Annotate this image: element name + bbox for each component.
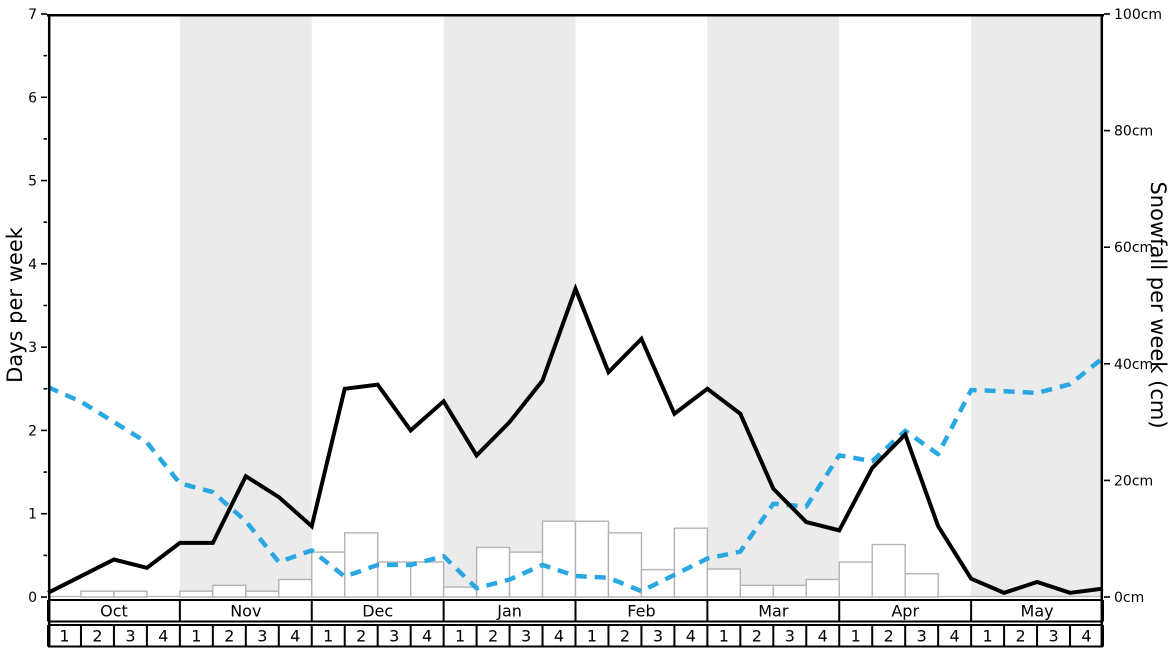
snowfall-bar xyxy=(409,561,445,598)
weekly-snowfall-bars xyxy=(80,520,939,598)
x-axis-table: Oct 1 2 3 4 Nov 1 2 3 4 Dec 1 2 3 4 Jan 1 2 3 4 Feb 1 2 3 4 Mar 1 2… xyxy=(47,599,1104,648)
month-label: Jan xyxy=(496,602,522,621)
month-label: Dec xyxy=(362,602,393,621)
left-axis: 0 1 2 3 4 5 6 7 xyxy=(28,7,47,606)
blue-dashed-line xyxy=(47,356,1105,594)
right-tick-label: 40cm xyxy=(1114,357,1153,373)
snowfall-bar xyxy=(805,578,840,598)
shaded-band-nov xyxy=(179,14,312,597)
snowfall-bar xyxy=(739,584,775,598)
right-tick-label: 0cm xyxy=(1114,590,1144,606)
left-axis-title: Days per week xyxy=(3,226,27,383)
month-label: Apr xyxy=(891,602,919,621)
week-label: 2 xyxy=(92,627,102,646)
snowfall-bar xyxy=(871,543,906,598)
week-label: 4 xyxy=(686,627,696,646)
right-axis-title: Snowfall per week (cm) xyxy=(1146,181,1168,428)
shaded-band-may xyxy=(971,14,1103,597)
week-label: 1 xyxy=(455,627,465,646)
snowfall-bar xyxy=(541,520,577,598)
week-label: 3 xyxy=(125,627,135,646)
right-tick-label: 20cm xyxy=(1114,473,1153,489)
snowfall-bar xyxy=(179,590,214,598)
snowfall-bar xyxy=(838,561,873,598)
shaded-band-mar xyxy=(707,14,840,597)
week-label: 3 xyxy=(389,627,399,646)
week-label: 3 xyxy=(521,627,531,646)
month-label: Mar xyxy=(758,602,789,621)
month-label: Feb xyxy=(627,602,655,621)
week-label: 3 xyxy=(653,627,663,646)
axes-spines xyxy=(47,13,1104,648)
week-label: 2 xyxy=(488,627,498,646)
week-label: 1 xyxy=(719,627,729,646)
left-tick-label: 0 xyxy=(28,590,37,606)
left-tick-label: 2 xyxy=(28,423,37,439)
week-label: 4 xyxy=(158,627,168,646)
snowfall-bar xyxy=(212,584,247,598)
week-label: 2 xyxy=(620,627,630,646)
black-solid-line xyxy=(47,283,1104,595)
week-label: 4 xyxy=(290,627,300,646)
snowfall-bar xyxy=(904,572,939,598)
week-label: 4 xyxy=(1081,627,1091,646)
week-label: 2 xyxy=(1015,627,1025,646)
week-label: 3 xyxy=(257,627,267,646)
week-label: 1 xyxy=(851,627,861,646)
week-label: 1 xyxy=(983,627,993,646)
left-tick-label: 7 xyxy=(28,7,37,23)
week-label: 1 xyxy=(59,627,69,646)
shaded-month-bands xyxy=(179,14,1103,597)
right-tick-label: 100cm xyxy=(1114,7,1162,23)
snowfall-bar xyxy=(607,532,643,598)
week-label: 4 xyxy=(818,627,828,646)
snowfall-bar xyxy=(278,578,313,598)
week-label: 3 xyxy=(917,627,927,646)
right-axis: 0cm 20cm 40cm 60cm 80cm 100cm xyxy=(1104,7,1162,606)
snowfall-bar xyxy=(772,584,807,598)
left-tick-label: 1 xyxy=(28,507,37,523)
snowfall-bar xyxy=(475,546,511,598)
week-label: 1 xyxy=(587,627,597,646)
snowfall-bar xyxy=(245,590,280,598)
week-label: 2 xyxy=(752,627,762,646)
week-label: 4 xyxy=(422,627,432,646)
right-tick-label: 60cm xyxy=(1114,240,1153,256)
snowfall-bar xyxy=(80,590,115,598)
snowfall-bar xyxy=(442,586,478,598)
week-label: 3 xyxy=(1048,627,1058,646)
week-label: 3 xyxy=(785,627,795,646)
left-tick-label: 5 xyxy=(28,174,37,190)
month-label: Oct xyxy=(100,602,128,621)
month-label: Nov xyxy=(230,602,261,621)
week-label: 2 xyxy=(224,627,234,646)
week-label: 4 xyxy=(950,627,960,646)
month-label: May xyxy=(1021,602,1054,621)
week-label: 1 xyxy=(191,627,201,646)
snowfall-bar xyxy=(376,561,412,598)
snowfall-bar xyxy=(574,520,610,598)
right-tick-label: 80cm xyxy=(1114,124,1153,140)
snowfall-bar xyxy=(344,532,379,598)
week-label: 4 xyxy=(554,627,564,646)
snowfall-bar xyxy=(113,590,148,598)
week-label: 2 xyxy=(884,627,894,646)
week-label: 1 xyxy=(323,627,333,646)
week-label: 2 xyxy=(356,627,366,646)
left-tick-label: 6 xyxy=(28,90,37,106)
left-tick-label: 4 xyxy=(28,257,37,273)
snowfall-bar xyxy=(706,568,742,598)
left-tick-label: 3 xyxy=(28,340,37,356)
shaded-band-jan xyxy=(443,14,576,597)
